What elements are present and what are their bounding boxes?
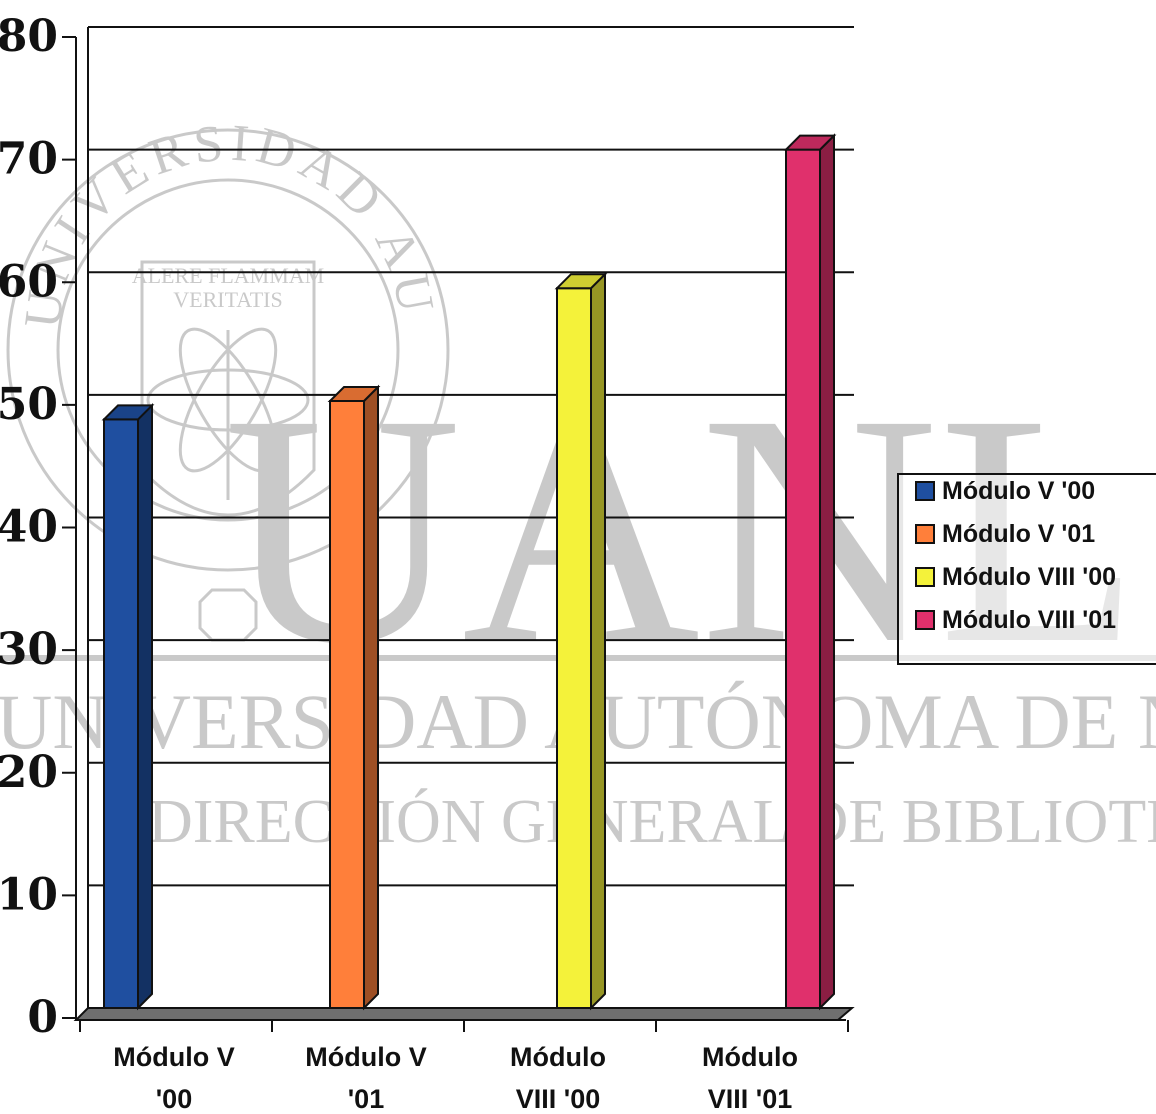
seal-motto-1: ALERE FLAMMAM (132, 263, 325, 288)
legend-box (897, 473, 1156, 665)
chart-floor (73, 1007, 855, 1021)
chart-bars (101, 133, 837, 1011)
bar-m-dulo-v-01 (327, 384, 381, 1011)
legend: Módulo V '00 Módulo V '01 Módulo VIII '00 M… (897, 473, 1156, 665)
bar-m-dulo-viii-01 (783, 133, 837, 1011)
y-tick-label: 10 (0, 869, 58, 920)
x-tick-label: Módulo V '01 (305, 1042, 426, 1114)
legend-item: Módulo VIII '01 (915, 606, 1116, 634)
legend-item: Módulo V '01 (915, 520, 1095, 548)
bar-top (554, 273, 608, 290)
bar-top (783, 134, 837, 151)
legend-label: Módulo VIII '00 (942, 563, 1116, 591)
legend-label: Módulo V '01 (942, 520, 1095, 548)
bar-side (819, 133, 835, 1011)
bar-side (137, 402, 153, 1011)
legend-item: Módulo VIII '00 (915, 563, 1116, 591)
legend-label: Módulo V '00 (942, 477, 1095, 505)
bar-m-dulo-v-00 (101, 402, 155, 1011)
bar-front (556, 287, 592, 1009)
x-tick-labels: Módulo V '00 Módulo V '01 Módulo VIII '00 Módu… (113, 1042, 798, 1114)
x-tick-label: Módulo V '00 (113, 1042, 234, 1114)
legend-swatch (915, 524, 935, 544)
y-tick-label: 20 (0, 747, 58, 798)
university-seal (6, 128, 450, 642)
y-tick-label: 30 (0, 624, 58, 675)
legend-item: Módulo V '00 (915, 477, 1095, 505)
x-tick-label: Módulo VIII '01 (702, 1042, 798, 1114)
x-tick-label: Módulo VIII '00 (510, 1042, 606, 1114)
bar-front (785, 148, 821, 1009)
bar-front (103, 418, 139, 1009)
seal-motto-2: VERITATIS (173, 287, 282, 312)
y-tick-label: 50 (0, 379, 58, 430)
legend-swatch (915, 567, 935, 587)
y-tick-label: 60 (0, 256, 58, 307)
bar-front (329, 400, 365, 1009)
chart-axes: 0 10 20 30 40 50 60 70 80 (0, 11, 855, 1043)
legend-swatch (915, 481, 935, 501)
legend-swatch (915, 610, 935, 630)
y-tick-label: 40 (0, 502, 58, 553)
y-tick-label: 0 (27, 992, 58, 1043)
bar-top (101, 404, 155, 421)
y-tick-label: 80 (0, 11, 58, 62)
y-tick-label: 70 (0, 134, 58, 185)
bar-side (590, 271, 606, 1011)
legend-label: Módulo VIII '01 (942, 606, 1116, 634)
bar-top (327, 386, 381, 403)
watermark-library-line: DIRECCIÓN GENERAL DE BIBLIOTECAS (148, 788, 1156, 856)
bar-side (363, 384, 379, 1011)
bar-m-dulo-viii-00 (554, 271, 608, 1011)
